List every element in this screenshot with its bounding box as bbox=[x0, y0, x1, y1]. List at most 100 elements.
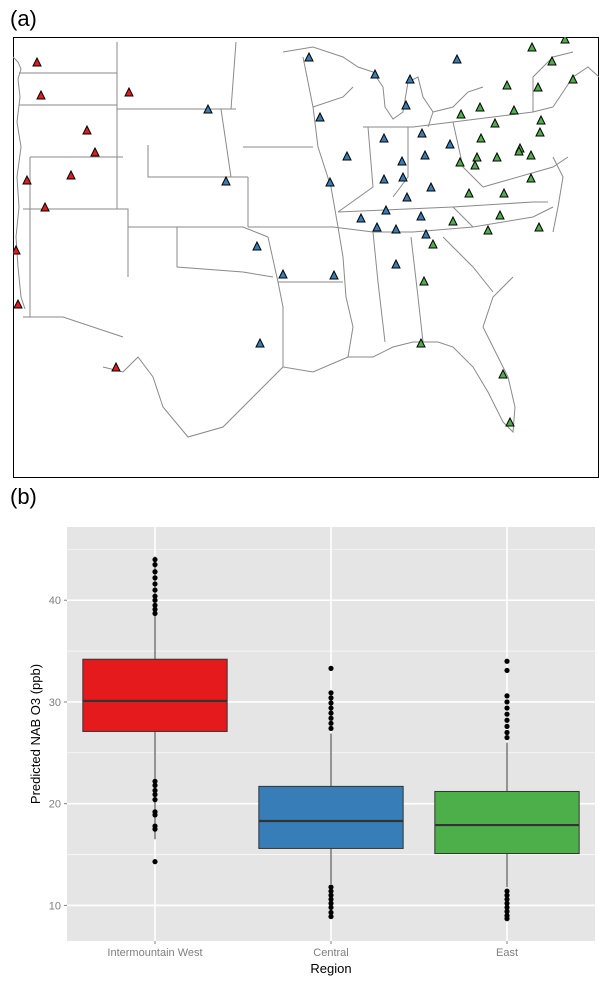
marker-east bbox=[502, 79, 512, 90]
marker-east bbox=[509, 104, 519, 115]
outlier-point bbox=[152, 602, 158, 608]
outlier-point bbox=[504, 888, 510, 894]
marker-east bbox=[536, 114, 546, 125]
marker-east bbox=[448, 215, 458, 226]
outlier-point bbox=[328, 900, 334, 906]
boxplot-panel: 10 20 30 40 Intermountain West Central East Re… bbox=[0, 510, 599, 978]
marker-intermountain-west bbox=[32, 56, 42, 67]
marker-east bbox=[428, 238, 438, 249]
outlier-point bbox=[504, 717, 510, 723]
boxes bbox=[82, 556, 580, 922]
outlier-point bbox=[328, 700, 334, 706]
y-tick-label: 20 bbox=[49, 799, 61, 811]
outlier-point bbox=[152, 787, 158, 794]
outlier-point bbox=[328, 896, 334, 902]
outlier-point bbox=[504, 892, 510, 898]
marker-central bbox=[221, 175, 231, 186]
x-tick-label: Intermountain West bbox=[107, 947, 202, 959]
outlier-point bbox=[152, 556, 158, 563]
outlier-point bbox=[328, 913, 334, 920]
outlier-point bbox=[504, 900, 510, 906]
marker-central bbox=[405, 73, 415, 84]
box-iqr bbox=[258, 785, 404, 849]
marker-central bbox=[402, 191, 412, 202]
marker-central bbox=[417, 127, 427, 138]
x-tick-label: Central bbox=[313, 947, 348, 959]
outlier-point bbox=[152, 606, 158, 612]
marker-intermountain-west bbox=[66, 169, 76, 180]
marker-east bbox=[547, 55, 557, 66]
marker-east bbox=[505, 416, 515, 427]
marker-east bbox=[495, 209, 505, 220]
outlier-point bbox=[328, 892, 334, 898]
outlier-point bbox=[328, 705, 334, 711]
marker-central bbox=[445, 138, 455, 149]
marker-east bbox=[455, 156, 465, 167]
marker-intermountain-west bbox=[90, 146, 100, 157]
marker-intermountain-west bbox=[22, 174, 32, 185]
marker-central bbox=[391, 223, 401, 234]
x-axis-label: Region bbox=[310, 961, 351, 976]
marker-central bbox=[255, 337, 265, 348]
marker-central bbox=[278, 268, 288, 279]
marker-central bbox=[416, 210, 426, 221]
marker-central bbox=[315, 111, 325, 122]
y-tick-label: 40 bbox=[49, 595, 61, 607]
x-tick-label: East bbox=[496, 947, 518, 959]
box-central bbox=[258, 665, 404, 920]
outlier-point bbox=[328, 690, 334, 696]
marker-central bbox=[401, 99, 411, 110]
outlier-point bbox=[328, 725, 334, 732]
panel-a-label: (a) bbox=[10, 6, 37, 31]
outlier-point bbox=[152, 610, 158, 617]
marker-intermountain-west bbox=[82, 124, 92, 135]
y-tick-label: 10 bbox=[49, 900, 61, 912]
outlier-point bbox=[328, 695, 334, 701]
marker-east bbox=[533, 81, 543, 92]
marker-central bbox=[372, 221, 382, 232]
outlier-point bbox=[328, 904, 334, 911]
outlier-point bbox=[152, 782, 158, 788]
marker-central bbox=[381, 204, 391, 215]
marker-east bbox=[526, 172, 536, 183]
marker-central bbox=[397, 155, 407, 166]
outlier-point bbox=[504, 912, 510, 919]
marker-central bbox=[252, 240, 262, 251]
marker-east bbox=[483, 224, 493, 235]
map-frame bbox=[13, 37, 599, 478]
outlier-point bbox=[152, 859, 158, 865]
outlier-point bbox=[504, 658, 510, 664]
outlier-point bbox=[152, 778, 158, 784]
site-map bbox=[11, 33, 599, 478]
marker-east bbox=[470, 159, 480, 170]
outlier-point bbox=[504, 711, 510, 717]
outlier-point bbox=[328, 720, 334, 726]
marker-central bbox=[203, 103, 213, 114]
marker-central bbox=[370, 68, 380, 79]
marker-intermountain-west bbox=[124, 86, 134, 97]
marker-east bbox=[527, 41, 537, 52]
outlier-point bbox=[152, 809, 158, 815]
panel-b-label: (b) bbox=[10, 484, 37, 509]
marker-east bbox=[568, 73, 578, 84]
marker-central bbox=[379, 173, 389, 184]
outlier-point bbox=[504, 723, 510, 729]
marker-east bbox=[534, 221, 544, 232]
marker-east bbox=[472, 151, 482, 162]
site-markers bbox=[11, 33, 578, 427]
marker-intermountain-west bbox=[111, 361, 121, 372]
marker-central bbox=[342, 150, 352, 161]
outlier-point bbox=[152, 593, 158, 599]
marker-central bbox=[398, 171, 408, 182]
marker-east bbox=[490, 117, 500, 128]
outlier-point bbox=[152, 562, 158, 568]
outlier-point bbox=[504, 705, 510, 711]
outlier-point bbox=[152, 823, 158, 829]
marker-intermountain-west bbox=[40, 201, 50, 212]
tick-labels: 10 20 30 40 Intermountain West Central East bbox=[49, 595, 518, 959]
box-iqr bbox=[434, 790, 580, 855]
marker-central bbox=[356, 212, 366, 223]
marker-east bbox=[560, 33, 570, 44]
marker-east bbox=[475, 101, 485, 112]
outlier-point bbox=[504, 908, 510, 915]
